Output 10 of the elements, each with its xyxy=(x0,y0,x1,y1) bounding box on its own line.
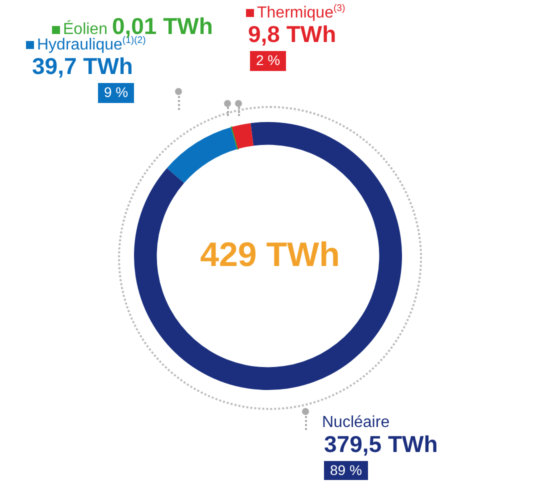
text: 89 % xyxy=(330,462,362,478)
text: 9 % xyxy=(104,84,128,100)
text: 2 % xyxy=(256,52,280,68)
legend-label: Éolien xyxy=(63,21,108,38)
slice-label: Nucléaire xyxy=(322,414,391,432)
text: 429 TWh xyxy=(199,236,341,275)
data-label: 379,5 TWh xyxy=(324,430,438,457)
legend-label: Thermique$^{(3)}$ xyxy=(256,3,346,22)
data-label: 39,7 TWh xyxy=(32,52,134,80)
data-label: 9,8 TWh xyxy=(248,20,338,48)
